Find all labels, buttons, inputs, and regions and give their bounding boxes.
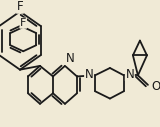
Text: N: N — [66, 52, 74, 65]
Text: F: F — [20, 18, 26, 28]
Text: O: O — [151, 80, 160, 93]
Text: N: N — [85, 68, 93, 81]
Text: N: N — [125, 68, 134, 81]
Text: F: F — [17, 0, 23, 13]
